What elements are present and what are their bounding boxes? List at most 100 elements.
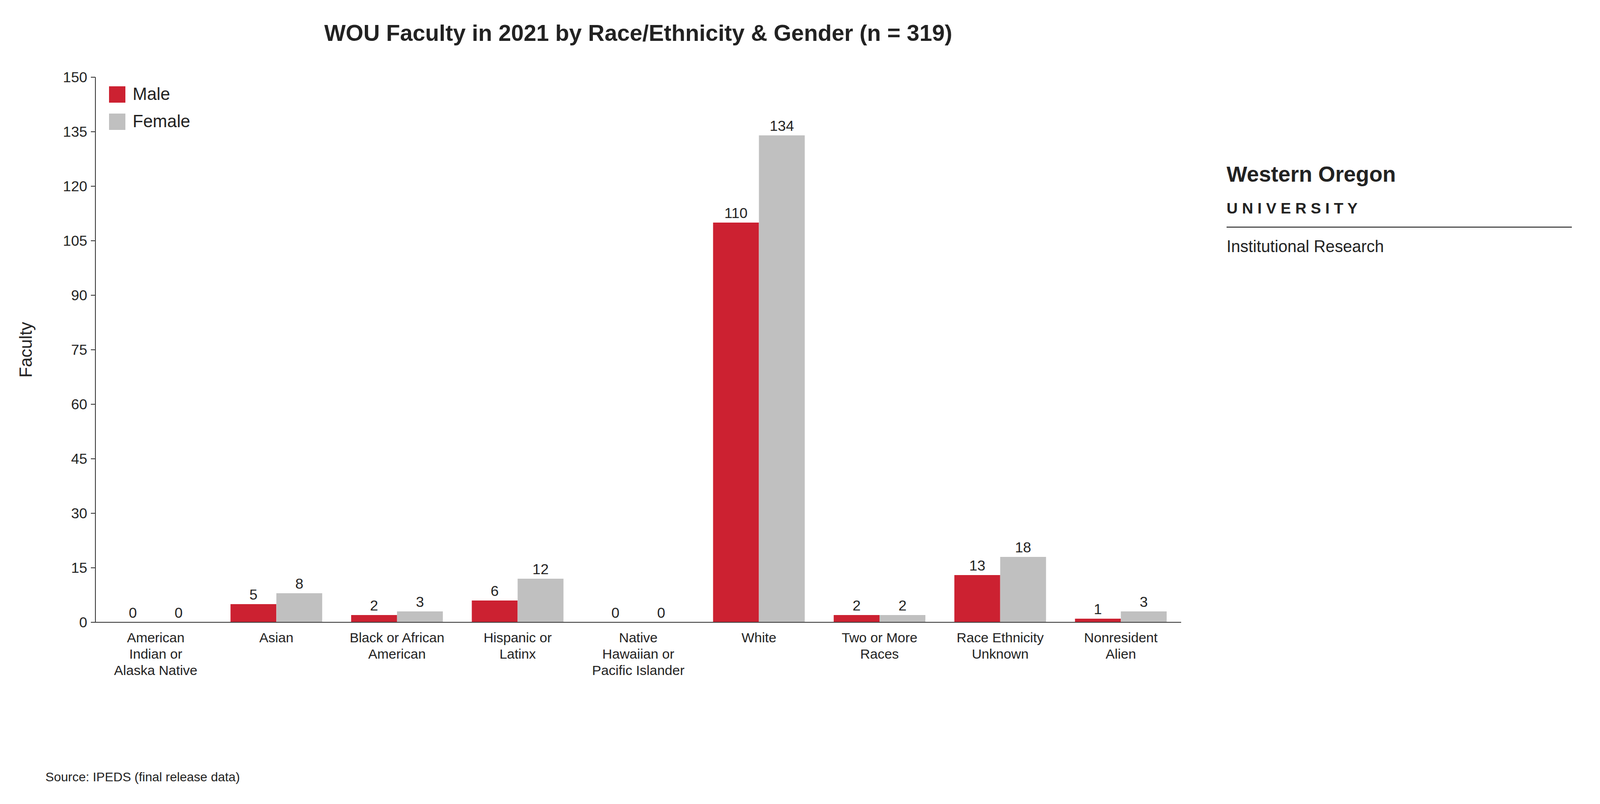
data-label: 3 (415, 593, 424, 611)
y-tick-label: 15 (70, 559, 88, 577)
title: WOU Faculty in 2021 by Race/Ethnicity & … (324, 20, 953, 46)
y-tick (90, 403, 96, 405)
bar (276, 593, 323, 623)
y-tick-label: 105 (63, 232, 88, 249)
bar (879, 615, 926, 623)
text-line: Latinx (499, 646, 536, 662)
data-label: 0 (611, 604, 620, 622)
y-axis-label: Faculty (16, 322, 36, 378)
data-label: 2 (370, 597, 379, 614)
y-tick (90, 294, 96, 296)
bar (397, 611, 443, 623)
data-label: 0 (174, 604, 183, 622)
x-tick-label: Race EthnicityUnknown (956, 630, 1044, 662)
chart: WOU Faculty in 2021 by Race/Ethnicity & … (0, 0, 1600, 804)
x-tick-label: White (741, 630, 777, 646)
y-tick (90, 621, 96, 623)
bar (230, 604, 277, 623)
data-label: 12 (532, 561, 549, 578)
x-tick-label: Black or AfricanAmerican (349, 630, 445, 662)
bar (1000, 556, 1047, 623)
y-tick-label: 0 (79, 614, 88, 631)
x-axis: AmericanIndian orAlaska NativeAsianBlack… (114, 630, 1158, 678)
data-label: 110 (724, 204, 748, 222)
legend: Male Female (109, 84, 191, 131)
y-tick (90, 349, 96, 351)
text-line: Hispanic or (483, 630, 552, 646)
data-label: 0 (657, 604, 666, 622)
x-tick-label: NonresidentAlien (1083, 630, 1158, 662)
x-tick-label: Hispanic orLatinx (483, 630, 552, 662)
text-line: Race Ethnicity (956, 630, 1044, 646)
y-tick-label: 90 (70, 287, 88, 304)
text-line: Races (860, 646, 900, 662)
x-tick-label: Asian (259, 630, 294, 646)
text-line: Native (618, 630, 658, 646)
bar (759, 135, 805, 623)
y-tick-label: 75 (70, 341, 88, 358)
y-tick (90, 76, 96, 78)
legend-label: Male (132, 84, 170, 104)
y-tick-label: 120 (63, 178, 88, 195)
x-tick-label: AmericanIndian orAlaska Native (114, 630, 198, 678)
page: {"chart_data": { "type": "bar", "title":… (0, 0, 1600, 804)
text-line: Black or African (349, 630, 445, 646)
data-label: 18 (1014, 539, 1032, 556)
y-tick (90, 131, 96, 133)
background (0, 0, 1600, 804)
data-label: 5 (249, 586, 258, 603)
logo-rule (1226, 226, 1572, 228)
bar (833, 615, 880, 623)
text-line: Pacific Islander (591, 662, 685, 678)
x-tick-label: NativeHawaiian orPacific Islander (591, 630, 685, 678)
text-line: White (741, 630, 777, 646)
y-tick-label: 150 (63, 69, 88, 86)
x-tick-label: Two or MoreRaces (841, 630, 918, 662)
text-line: Hawaiian or (602, 646, 675, 662)
logo-name: Western Oregon (1226, 162, 1397, 187)
bar (351, 615, 398, 623)
data-label: 3 (1139, 593, 1148, 611)
source-note: Source: IPEDS (final release data) (45, 770, 240, 785)
data-label: 13 (968, 557, 986, 574)
legend-swatch (109, 86, 126, 103)
y-tick-label: 60 (70, 396, 88, 413)
logo-subname: U N I V E R S I T Y (1226, 199, 1358, 217)
text-line: American (368, 646, 427, 662)
y-tick (90, 458, 96, 460)
text-line: Alien (1105, 646, 1137, 662)
text-line: Indian or (129, 646, 183, 662)
data-label: 0 (128, 604, 137, 622)
bar (472, 600, 518, 623)
y-axis: 0 15 30 45 60 75 90 105 120 135 150 (63, 69, 96, 631)
text-line: Nonresident (1083, 630, 1158, 646)
y-tick (90, 512, 96, 514)
text-line: Unknown (971, 646, 1029, 662)
data-label: 2 (852, 597, 861, 614)
logo-unit: Institutional Research (1226, 237, 1384, 256)
y-axis-line (94, 77, 96, 623)
y-tick-label: 45 (70, 450, 88, 468)
y-tick-label: 30 (70, 505, 88, 522)
text-line: Asian (259, 630, 294, 646)
bar (1120, 611, 1167, 623)
text-line: Alaska Native (114, 662, 198, 678)
x-axis-line (95, 621, 1182, 623)
data-label: 2 (898, 597, 907, 614)
logo: Western Oregon U N I V E R S I T Y Institu… (1226, 162, 1572, 256)
bars (230, 135, 1167, 623)
data-label: 1 (1093, 601, 1103, 618)
legend-label: Female (132, 111, 191, 131)
legend-swatch (109, 113, 126, 130)
y-tick (90, 567, 96, 569)
y-tick (90, 240, 96, 242)
bar (954, 575, 1001, 623)
bar (713, 222, 760, 623)
bar (1074, 618, 1121, 623)
y-tick (90, 185, 96, 187)
data-label: 6 (490, 582, 499, 600)
y-tick-label: 135 (63, 123, 88, 140)
bar (517, 578, 564, 623)
data-label: 134 (769, 117, 794, 135)
text-line: Two or More (841, 630, 918, 646)
